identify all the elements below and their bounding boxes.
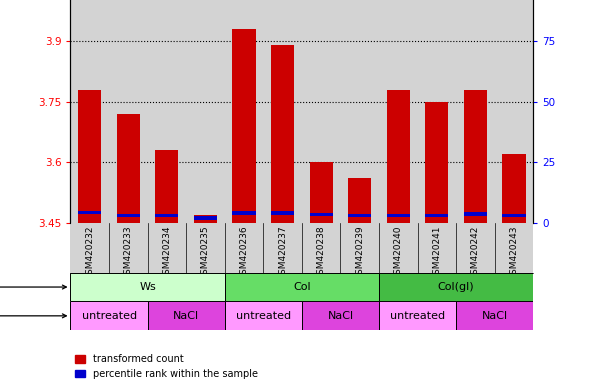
Text: GSM420238: GSM420238 bbox=[317, 225, 326, 280]
Bar bbox=[225, 273, 379, 301]
Bar bbox=[464, 89, 487, 223]
Text: GSM420236: GSM420236 bbox=[240, 225, 248, 280]
Text: GSM420241: GSM420241 bbox=[432, 225, 441, 280]
Bar bbox=[116, 114, 140, 223]
Text: untreated: untreated bbox=[236, 311, 291, 321]
Bar bbox=[503, 214, 525, 217]
Bar bbox=[271, 45, 294, 223]
Bar bbox=[70, 301, 148, 330]
Text: stress: stress bbox=[0, 311, 66, 321]
Bar bbox=[232, 211, 256, 215]
Text: NaCl: NaCl bbox=[482, 311, 508, 321]
Bar bbox=[503, 154, 525, 223]
Text: NaCl: NaCl bbox=[327, 311, 354, 321]
Text: genotype/variation: genotype/variation bbox=[0, 282, 66, 292]
Text: Ws: Ws bbox=[139, 282, 156, 292]
Text: GSM420234: GSM420234 bbox=[162, 225, 172, 280]
Text: untreated: untreated bbox=[82, 311, 137, 321]
Bar bbox=[348, 178, 371, 223]
Bar bbox=[379, 301, 456, 330]
Bar bbox=[302, 301, 379, 330]
Bar bbox=[425, 214, 449, 217]
Bar bbox=[310, 213, 333, 217]
Bar bbox=[116, 214, 140, 217]
Bar bbox=[387, 89, 410, 223]
Bar bbox=[78, 89, 101, 223]
Bar bbox=[271, 211, 294, 215]
Text: GSM420232: GSM420232 bbox=[85, 225, 94, 280]
Legend: transformed count, percentile rank within the sample: transformed count, percentile rank withi… bbox=[75, 354, 258, 379]
Text: GSM420240: GSM420240 bbox=[394, 225, 403, 280]
Bar bbox=[456, 301, 533, 330]
Bar bbox=[155, 150, 178, 223]
Bar bbox=[78, 211, 101, 214]
Bar bbox=[70, 273, 225, 301]
Text: Col: Col bbox=[293, 282, 311, 292]
Bar bbox=[155, 214, 178, 217]
Bar bbox=[387, 214, 410, 217]
Bar bbox=[148, 301, 225, 330]
Bar bbox=[225, 301, 302, 330]
Text: GSM420243: GSM420243 bbox=[509, 225, 519, 280]
Text: Col(gl): Col(gl) bbox=[438, 282, 474, 292]
Bar bbox=[310, 162, 333, 223]
Text: GSM420239: GSM420239 bbox=[356, 225, 364, 280]
Text: GSM420233: GSM420233 bbox=[124, 225, 133, 280]
Bar bbox=[232, 29, 256, 223]
Text: GSM420235: GSM420235 bbox=[201, 225, 210, 280]
Text: NaCl: NaCl bbox=[173, 311, 199, 321]
Bar bbox=[194, 216, 217, 220]
Text: GSM420237: GSM420237 bbox=[278, 225, 287, 280]
Text: untreated: untreated bbox=[390, 311, 445, 321]
Bar bbox=[464, 212, 487, 216]
Bar bbox=[425, 102, 449, 223]
Bar bbox=[348, 214, 371, 217]
Bar bbox=[379, 273, 533, 301]
Bar bbox=[194, 215, 217, 223]
Text: GSM420242: GSM420242 bbox=[471, 225, 480, 280]
